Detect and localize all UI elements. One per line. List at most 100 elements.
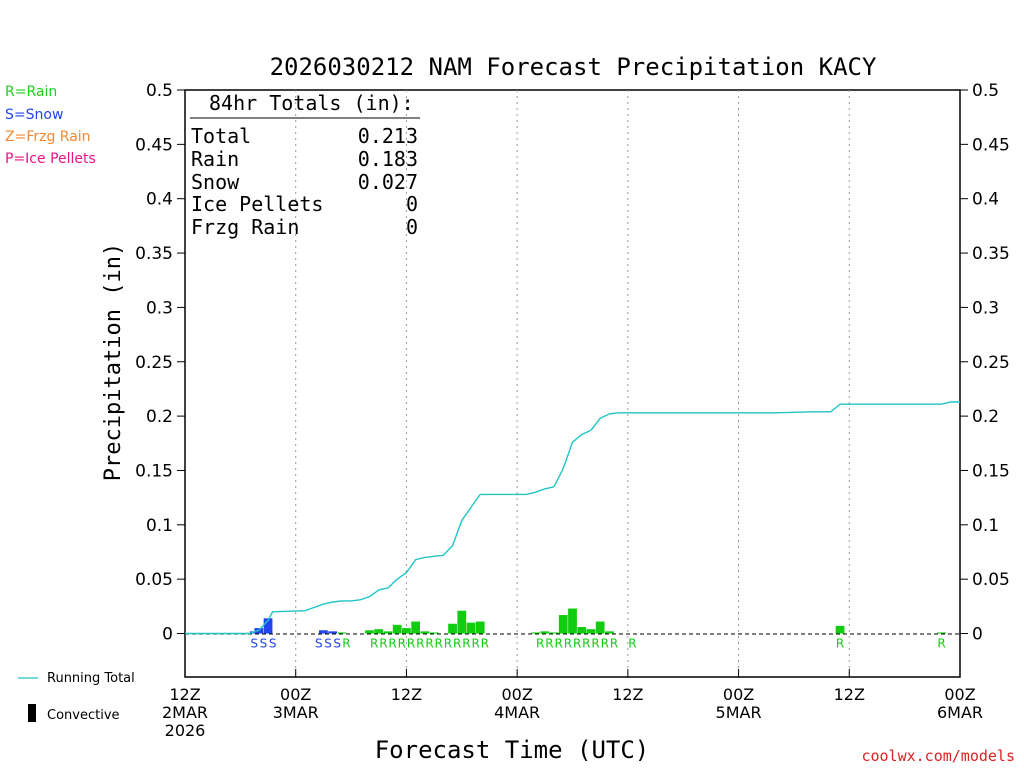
x-tick-label: 5MAR: [716, 703, 762, 722]
x-tick-label: 4MAR: [494, 703, 540, 722]
precip-type-label: R: [545, 637, 553, 651]
freezing-rain-label: Frzg Rain: [191, 215, 299, 239]
legend-snow: S=Snow: [5, 107, 63, 123]
precip-type-label: R: [342, 637, 350, 651]
y-tick-label-left: 0.45: [135, 135, 173, 155]
precip-type-label: R: [610, 637, 618, 651]
rain-bar: [540, 631, 550, 634]
rain-bar: [420, 631, 430, 634]
ice-pellets-value: 0: [406, 192, 418, 216]
y-tick-label-left: 0.3: [146, 298, 173, 318]
x-tick-label: 00Z: [723, 685, 754, 704]
legend-rain: R=Rain: [5, 84, 57, 100]
precip-type-label: R: [462, 637, 470, 651]
rain-bar: [558, 615, 568, 634]
precip-type-label: R: [471, 637, 479, 651]
precip-type-label: R: [481, 637, 489, 651]
rain-bar: [411, 621, 421, 634]
x-tick-label: 6MAR: [937, 703, 983, 722]
snow-bar: [328, 631, 338, 634]
running-total-legend-label: Running Total: [47, 671, 135, 686]
rain-bar: [937, 632, 946, 634]
y-tick-label-right: 0.4: [972, 190, 999, 210]
y-tick-label-right: 0.05: [972, 570, 1010, 590]
y-tick-label-right: 0.1: [972, 516, 999, 536]
y-tick-label-right: 0: [972, 625, 983, 645]
rain-bar: [383, 631, 393, 634]
rain-bar: [337, 632, 347, 634]
legend-freezing-rain: Z=Frzg Rain: [5, 129, 91, 145]
precip-type-label: R: [416, 637, 424, 651]
y-tick-label-right: 0.5: [972, 81, 999, 101]
rain-bar: [568, 608, 577, 634]
totals-heading: 84hr Totals (in):: [209, 91, 414, 115]
y-tick-label-right: 0.35: [972, 244, 1010, 264]
precip-type-label: S: [269, 637, 277, 651]
snow-label: Snow: [191, 170, 240, 194]
precip-type-label: R: [453, 637, 461, 651]
precip-type-label: R: [836, 637, 844, 651]
precip-type-label: R: [937, 637, 945, 651]
precip-type-label: R: [564, 637, 572, 651]
x-tick-label: 12Z: [391, 685, 422, 704]
x-tick-label: 2MAR: [162, 703, 208, 722]
snow-bar: [263, 618, 273, 634]
precip-type-label: R: [573, 637, 581, 651]
legend-ice-pellets: P=Ice Pellets: [5, 151, 96, 167]
rain-bar: [457, 610, 467, 634]
x-tick-label: 12Z: [612, 685, 643, 704]
rain-bar: [448, 623, 457, 634]
precip-type-label: R: [536, 637, 544, 651]
y-tick-label-left: 0.25: [135, 353, 173, 373]
rain-bar: [392, 624, 402, 634]
rain-bar: [466, 622, 476, 634]
plot-frame: [184, 89, 961, 678]
precip-type-label: S: [250, 637, 258, 651]
precip-type-label: R: [444, 637, 452, 651]
chart-title: 2026030212 NAM Forecast Precipitation KA…: [270, 53, 877, 81]
rain-bar: [475, 621, 485, 634]
x-tick-label: 00Z: [944, 685, 975, 704]
total-value: 0.213: [358, 124, 418, 148]
y-tick-label-right: 0.2: [972, 407, 999, 427]
precip-type-label: R: [425, 637, 433, 651]
precip-type-label: R: [628, 637, 636, 651]
rain-bar: [577, 626, 587, 634]
rain-bar: [586, 629, 596, 634]
convective-legend-swatch: [28, 704, 36, 722]
x-tick-label: 00Z: [501, 685, 532, 704]
y-tick-label-left: 0.35: [135, 244, 173, 264]
rain-bar: [402, 628, 411, 634]
y-tick-label-right: 0.3: [972, 298, 999, 318]
y-tick-label-left: 0: [162, 625, 173, 645]
precip-type-label: S: [324, 637, 332, 651]
bottom-legend: Running Total Convective: [18, 671, 135, 723]
ice-pellets-label: Ice Pellets: [191, 192, 323, 216]
snow-value: 0.027: [358, 170, 418, 194]
totals-box: 84hr Totals (in): Total 0.213 Rain 0.183…: [190, 91, 420, 239]
precip-type-label: R: [582, 637, 590, 651]
convective-legend-label: Convective: [47, 708, 120, 723]
rain-bar: [595, 621, 605, 634]
precip-type-label: R: [591, 637, 599, 651]
rain-bar: [365, 630, 374, 634]
y-axis-title: Precipitation (in): [101, 243, 126, 481]
rain-label: Rain: [191, 147, 239, 171]
y-tick-label-right: 0.25: [972, 353, 1010, 373]
watermark: coolwx.com/models: [861, 747, 1015, 765]
precip-type-label: R: [370, 637, 378, 651]
x-axis-title: Forecast Time (UTC): [375, 736, 650, 764]
y-tick-label-left: 0.1: [146, 516, 173, 536]
rain-bar: [605, 631, 614, 634]
precip-type-label: R: [398, 637, 406, 651]
y-ticks: 0 00.05 0.050.1 0.10.15 0.150.2 0.20.25 0.250.…: [135, 81, 1010, 645]
y-tick-label-left: 0.15: [135, 461, 173, 481]
type-legend: R=Rain S=Snow Z=Frzg Rain P=Ice Pellets: [5, 84, 96, 167]
running-total-line: [185, 401, 960, 635]
rain-bar: [549, 632, 559, 634]
freezing-rain-value: 0: [406, 215, 418, 239]
y-tick-label-left: 0.2: [146, 407, 173, 427]
